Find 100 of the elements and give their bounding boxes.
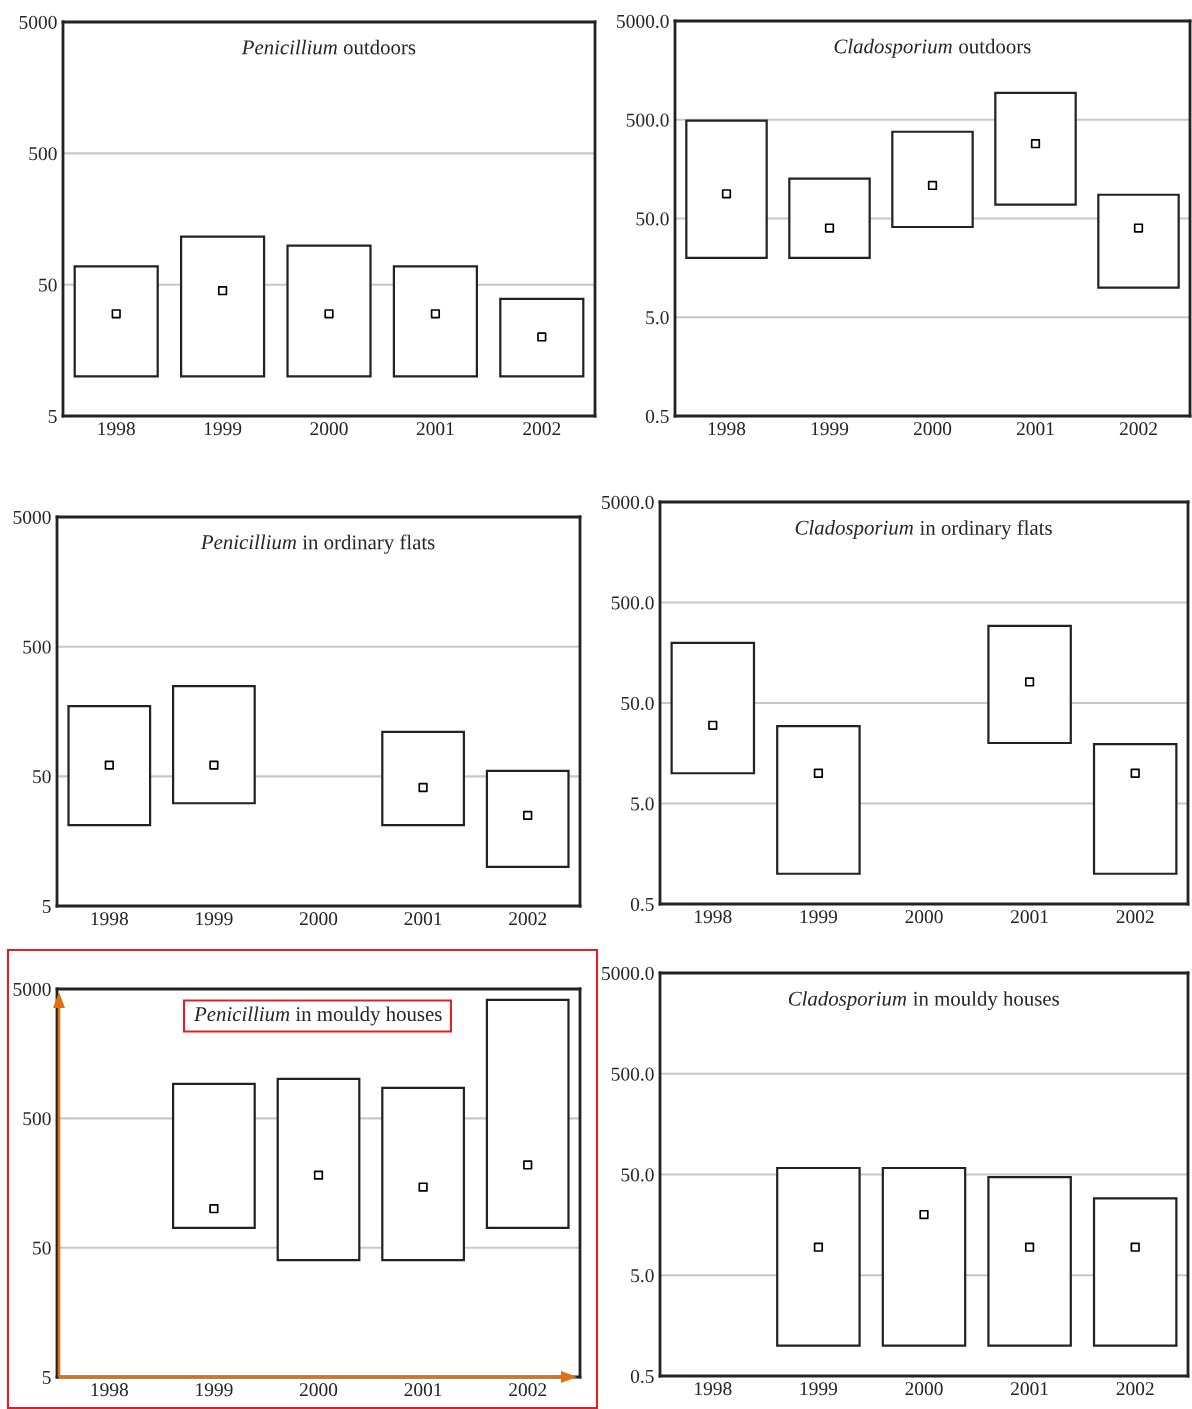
- bar: [172, 1082, 256, 1230]
- bar: [987, 624, 1072, 745]
- y-tick-label: 500: [29, 147, 57, 161]
- y-tick-label: 5000.0: [617, 14, 669, 29]
- y-tick-label: 0.5: [630, 897, 654, 912]
- y-tick-label: 500: [23, 640, 51, 654]
- point: [430, 309, 441, 319]
- point: [418, 1182, 428, 1192]
- text: Penicillium in mouldy houses: [193, 1006, 442, 1026]
- point: [209, 1204, 219, 1214]
- x-tick-label: 2002: [509, 912, 547, 926]
- point: [104, 760, 114, 770]
- y-tick-label: 500.0: [611, 596, 654, 610]
- y-tick-label: 5000: [13, 982, 51, 996]
- y-tick-label: 5000: [19, 15, 57, 29]
- point: [313, 1170, 324, 1180]
- x-tick-label: 2002: [523, 422, 561, 436]
- y-tick-label: 5.0: [631, 1269, 654, 1283]
- y-tick-label: 50.0: [621, 1168, 654, 1182]
- point: [813, 768, 824, 778]
- bar: [776, 724, 861, 875]
- point: [721, 189, 732, 199]
- bar: [179, 235, 266, 378]
- x-tick-label: 1998: [91, 912, 128, 926]
- x-tick-label: 2002: [1116, 1382, 1154, 1396]
- x-tick-label: 1999: [800, 1382, 838, 1396]
- bar: [994, 91, 1077, 206]
- text: Cladosporium in ordinary flats: [795, 520, 1052, 540]
- bar: [67, 705, 152, 827]
- x-tick-label: 2000: [905, 1382, 943, 1396]
- bar: [670, 641, 756, 775]
- text: Penicillium in ordinary flats: [200, 534, 435, 554]
- point: [523, 810, 533, 821]
- point: [1024, 677, 1035, 687]
- point: [217, 286, 228, 296]
- y-tick-label: 5: [42, 900, 51, 913]
- x-tick-label: 1998: [695, 1382, 732, 1396]
- point: [708, 720, 718, 730]
- y-tick-label: 5.0: [646, 311, 669, 325]
- bar: [392, 265, 479, 378]
- bar: [485, 769, 570, 869]
- y-tick-label: 50.0: [621, 696, 654, 711]
- bar: [73, 265, 159, 378]
- x-tick-label: 2002: [509, 1383, 547, 1397]
- x-tick-label: 2001: [1011, 1382, 1048, 1396]
- bar: [891, 130, 974, 229]
- x-tick-label: 2002: [1116, 910, 1154, 924]
- point: [824, 223, 835, 233]
- x-tick-label: 2001: [1016, 422, 1054, 436]
- point: [1030, 139, 1041, 149]
- y-tick-label: 500.0: [626, 113, 669, 127]
- point: [111, 309, 121, 319]
- y-tick-label: 500.0: [611, 1067, 654, 1081]
- y-tick-label: 5: [48, 410, 57, 423]
- point: [209, 760, 219, 770]
- y-tick-label: 50: [39, 278, 57, 292]
- bar: [381, 1086, 465, 1262]
- bar: [1097, 193, 1180, 289]
- y-tick-label: 5000: [13, 510, 51, 524]
- point: [324, 309, 334, 319]
- text: Cladosporium outdoors: [834, 38, 1031, 58]
- y-tick-label: 5: [42, 1371, 51, 1384]
- y-tick-label: 5000.0: [602, 495, 654, 510]
- x-tick-label: 2000: [913, 422, 952, 436]
- x-tick-label: 2001: [404, 912, 442, 926]
- y-tick-label: 50.0: [636, 212, 669, 226]
- x-tick-label: 1999: [196, 1383, 233, 1397]
- bar: [286, 244, 372, 378]
- bar: [381, 730, 465, 827]
- y-tick-label: 50: [33, 770, 51, 784]
- text: Penicillium outdoors: [241, 39, 416, 55]
- y-tick-label: 50: [33, 1241, 51, 1255]
- x-tick-label: 1999: [811, 422, 849, 436]
- bar: [276, 1077, 361, 1262]
- bar: [172, 685, 256, 805]
- x-tick-label: 1998: [708, 422, 746, 436]
- point: [418, 782, 428, 793]
- y-tick-label: 5000.0: [602, 966, 654, 981]
- point: [1133, 223, 1144, 233]
- x-tick-label: 2000: [299, 1383, 338, 1397]
- x-tick-label: 1999: [196, 912, 233, 926]
- bar: [1092, 742, 1178, 875]
- x-tick-label: 1998: [98, 422, 135, 436]
- x-tick-label: 2000: [310, 422, 348, 436]
- bar: [499, 297, 585, 378]
- x-tick-label: 2000: [299, 912, 338, 926]
- x-tick-label: 2001: [1011, 910, 1048, 924]
- point: [1130, 768, 1140, 778]
- y-tick-label: 500: [23, 1112, 51, 1126]
- bar: [485, 998, 570, 1230]
- y-tick-label: 0.5: [645, 409, 669, 424]
- bar: [788, 177, 871, 259]
- x-tick-label: 2001: [404, 1383, 442, 1397]
- y-tick-label: 5.0: [631, 797, 654, 811]
- x-tick-label: 1998: [91, 1383, 128, 1397]
- point: [927, 180, 938, 191]
- x-tick-label: 1998: [695, 910, 732, 924]
- bar: [685, 119, 768, 259]
- x-tick-label: 2002: [1119, 422, 1157, 436]
- x-tick-label: 2000: [905, 910, 943, 924]
